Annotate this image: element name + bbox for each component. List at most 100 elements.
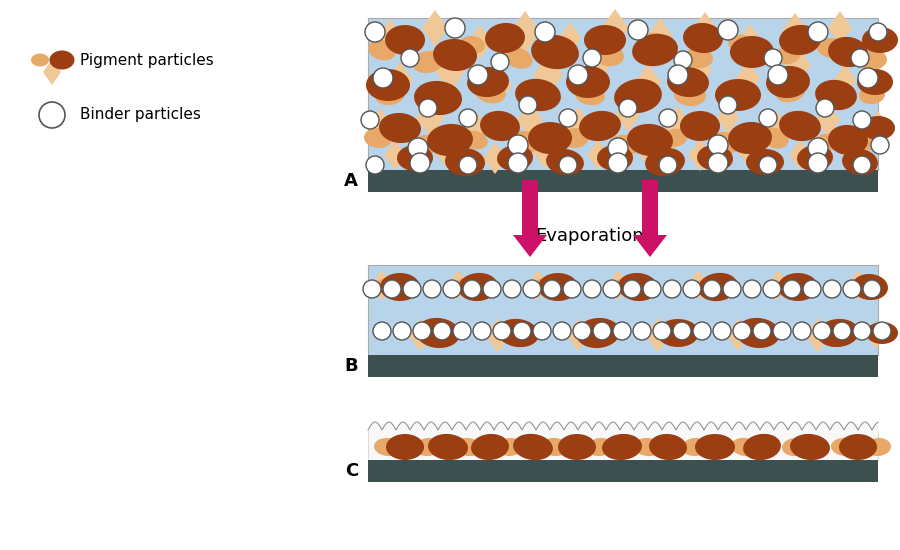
Circle shape bbox=[513, 322, 531, 340]
Ellipse shape bbox=[366, 69, 410, 101]
Text: Evaporation: Evaporation bbox=[536, 227, 644, 245]
Ellipse shape bbox=[513, 434, 553, 460]
Circle shape bbox=[723, 280, 741, 298]
Polygon shape bbox=[866, 321, 886, 349]
Ellipse shape bbox=[828, 37, 868, 67]
Bar bbox=[368, 430, 878, 460]
Circle shape bbox=[683, 280, 701, 298]
Circle shape bbox=[568, 65, 588, 85]
Ellipse shape bbox=[683, 48, 713, 68]
Circle shape bbox=[708, 153, 728, 173]
Ellipse shape bbox=[566, 66, 610, 98]
Polygon shape bbox=[559, 22, 581, 54]
Ellipse shape bbox=[645, 148, 685, 176]
Polygon shape bbox=[533, 54, 563, 96]
Bar bbox=[368, 18, 878, 170]
Ellipse shape bbox=[386, 434, 424, 460]
Ellipse shape bbox=[655, 324, 681, 342]
Circle shape bbox=[608, 138, 628, 158]
Ellipse shape bbox=[587, 438, 613, 456]
Circle shape bbox=[863, 280, 881, 298]
Circle shape bbox=[383, 280, 401, 298]
Ellipse shape bbox=[831, 438, 859, 456]
Ellipse shape bbox=[474, 81, 506, 103]
Circle shape bbox=[491, 53, 509, 71]
Circle shape bbox=[468, 65, 488, 85]
Ellipse shape bbox=[866, 322, 898, 344]
Circle shape bbox=[508, 135, 528, 155]
Circle shape bbox=[659, 109, 677, 127]
Circle shape bbox=[573, 322, 591, 340]
Ellipse shape bbox=[527, 91, 553, 109]
Circle shape bbox=[410, 153, 430, 173]
Ellipse shape bbox=[463, 131, 488, 149]
Circle shape bbox=[813, 322, 831, 340]
Circle shape bbox=[363, 280, 381, 298]
Circle shape bbox=[851, 49, 869, 67]
Polygon shape bbox=[692, 12, 718, 48]
Circle shape bbox=[39, 102, 65, 128]
Polygon shape bbox=[838, 132, 862, 164]
Circle shape bbox=[459, 156, 477, 174]
Bar bbox=[368, 265, 878, 355]
Ellipse shape bbox=[735, 324, 760, 342]
Ellipse shape bbox=[626, 92, 653, 112]
Polygon shape bbox=[816, 103, 840, 137]
Circle shape bbox=[768, 65, 788, 85]
Circle shape bbox=[408, 138, 428, 158]
Text: C: C bbox=[345, 462, 358, 480]
Ellipse shape bbox=[597, 145, 633, 171]
Circle shape bbox=[583, 280, 601, 298]
Polygon shape bbox=[416, 99, 444, 137]
Circle shape bbox=[713, 322, 731, 340]
Ellipse shape bbox=[731, 438, 759, 456]
Polygon shape bbox=[447, 270, 469, 300]
Ellipse shape bbox=[698, 273, 738, 301]
Ellipse shape bbox=[627, 124, 673, 156]
Circle shape bbox=[633, 322, 651, 340]
Polygon shape bbox=[408, 319, 432, 351]
Ellipse shape bbox=[364, 128, 392, 148]
Circle shape bbox=[473, 322, 491, 340]
Ellipse shape bbox=[815, 80, 857, 110]
Ellipse shape bbox=[674, 84, 706, 106]
Ellipse shape bbox=[374, 438, 402, 456]
Ellipse shape bbox=[410, 135, 440, 155]
Circle shape bbox=[361, 111, 379, 129]
Circle shape bbox=[764, 49, 782, 67]
Polygon shape bbox=[387, 62, 413, 98]
Polygon shape bbox=[765, 112, 791, 148]
Text: Pigment particles: Pigment particles bbox=[80, 52, 214, 68]
Ellipse shape bbox=[538, 273, 578, 301]
Ellipse shape bbox=[766, 66, 810, 98]
Circle shape bbox=[743, 280, 761, 298]
Ellipse shape bbox=[632, 34, 678, 66]
Circle shape bbox=[869, 23, 887, 41]
Ellipse shape bbox=[775, 82, 805, 102]
Ellipse shape bbox=[427, 124, 473, 156]
Polygon shape bbox=[868, 111, 888, 139]
Circle shape bbox=[674, 51, 692, 69]
Ellipse shape bbox=[515, 79, 561, 111]
Polygon shape bbox=[485, 318, 511, 352]
Polygon shape bbox=[587, 52, 609, 84]
Ellipse shape bbox=[471, 434, 509, 460]
Ellipse shape bbox=[50, 51, 75, 69]
Circle shape bbox=[668, 65, 688, 85]
Bar bbox=[368, 355, 878, 377]
Circle shape bbox=[759, 156, 777, 174]
Polygon shape bbox=[688, 139, 712, 171]
Circle shape bbox=[808, 22, 828, 42]
Polygon shape bbox=[726, 319, 750, 351]
Ellipse shape bbox=[639, 32, 665, 51]
Ellipse shape bbox=[842, 149, 878, 175]
Polygon shape bbox=[717, 102, 739, 134]
Ellipse shape bbox=[782, 438, 808, 456]
Polygon shape bbox=[488, 68, 512, 102]
Ellipse shape bbox=[397, 145, 433, 171]
Circle shape bbox=[708, 135, 728, 155]
Circle shape bbox=[873, 322, 891, 340]
Circle shape bbox=[373, 68, 393, 88]
Ellipse shape bbox=[579, 111, 621, 141]
Ellipse shape bbox=[480, 111, 520, 141]
